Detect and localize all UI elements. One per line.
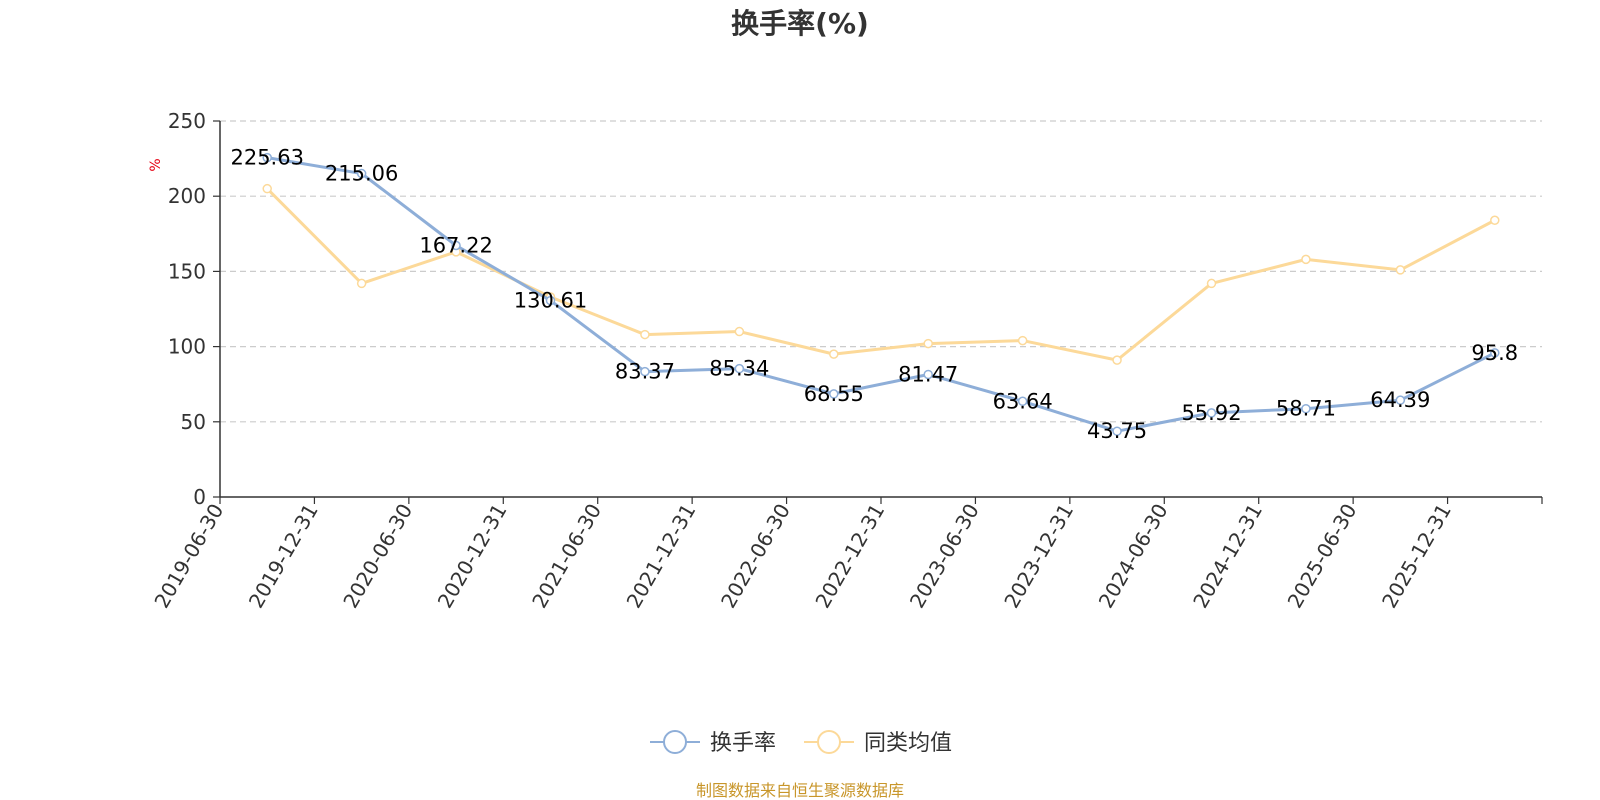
data-label: 55.92: [1181, 401, 1241, 425]
turnover-point: [262, 152, 272, 163]
x-tick-label: 2024-12-31: [1188, 500, 1267, 613]
legend-swatch-marker: [663, 730, 687, 754]
chart-title: 换手率(%): [731, 7, 869, 40]
data-label: 83.37: [615, 360, 675, 384]
legend-label: 换手率: [710, 731, 776, 756]
peer-average-point: [1112, 355, 1122, 365]
x-tick-label: 2019-06-30: [149, 500, 228, 613]
source-note: 制图数据来自恒生聚源数据库: [696, 781, 904, 800]
legend: 换手率 同类均值: [650, 730, 952, 756]
data-label: 64.39: [1370, 388, 1430, 412]
peer-average-point: [1395, 265, 1406, 275]
turnover-point: [1112, 426, 1122, 436]
x-tick-label: 2022-12-31: [810, 500, 889, 613]
x-tick-label: 2020-12-31: [433, 500, 512, 613]
legend-label: 同类均值: [864, 731, 952, 756]
x-tick-label: 2023-06-30: [905, 500, 984, 613]
peer-average-point: [640, 329, 650, 340]
turnover-point: [1206, 408, 1217, 418]
x-tick-label: 2023-12-31: [999, 500, 1078, 613]
x-tick-label: 2021-06-30: [527, 500, 606, 613]
y-tick-label: 150: [168, 259, 206, 283]
data-label: 81.47: [898, 362, 958, 386]
x-tick-label: 2021-12-31: [622, 500, 701, 613]
x-tick-label: 2025-12-31: [1377, 500, 1456, 613]
series-lines: [262, 152, 1500, 436]
turnover-point: [356, 168, 367, 179]
peer-average-point: [923, 338, 933, 349]
peer-average-point: [829, 349, 839, 359]
data-label: 130.61: [514, 289, 587, 313]
data-label: 85.34: [709, 357, 769, 381]
x-tick-label: 2020-06-30: [338, 500, 417, 613]
peer-average-point: [1301, 254, 1311, 265]
x-tick-label: 2025-06-30: [1283, 500, 1362, 613]
peer-average-point: [1490, 215, 1500, 226]
x-tick-label: 2024-06-30: [1094, 500, 1173, 613]
data-label: 95.8: [1471, 341, 1518, 365]
y-tick-label: 50: [181, 410, 206, 434]
turnover-point: [545, 295, 556, 306]
y-axis-unit: %: [148, 158, 164, 171]
turnover-point: [923, 369, 933, 380]
grid-lines: [220, 120, 1542, 423]
data-label: 43.75: [1087, 419, 1147, 443]
series-line-turnover: [266, 156, 1496, 433]
turnover-point: [1490, 348, 1500, 358]
y-tick-label: 100: [168, 335, 206, 359]
legend-item-turnover: 换手率: [650, 730, 776, 756]
data-label: 58.71: [1276, 397, 1336, 421]
peer-average-point: [262, 183, 272, 194]
peer-average-point: [1017, 335, 1028, 346]
data-label: 63.64: [993, 389, 1053, 413]
data-labels: 225.63 215.06 167.22 130.61 83.37 85.34 68.55 8…: [230, 146, 1518, 444]
turnover-point: [734, 363, 745, 374]
series-line-peer-average: [266, 187, 1496, 362]
turnover-point: [1017, 396, 1028, 407]
turnover-point: [451, 240, 461, 251]
data-label: 167.22: [419, 234, 492, 258]
data-label: 215.06: [325, 162, 398, 186]
legend-swatch-marker: [817, 730, 841, 754]
y-tick-label: 200: [168, 184, 206, 208]
peer-average-point: [734, 326, 745, 337]
turnover-point: [829, 389, 839, 399]
x-tick-label: 2019-12-31: [244, 500, 323, 613]
y-tick-label: 250: [168, 109, 206, 133]
turnover-point: [1301, 403, 1311, 414]
legend-item-peer-average: 同类均值: [804, 730, 952, 756]
data-label: 225.63: [230, 146, 303, 170]
peer-average-point: [1206, 278, 1217, 289]
turnover-point: [1395, 395, 1406, 405]
turnover-point: [640, 366, 650, 377]
peer-average-point: [356, 278, 367, 289]
y-tick-label: 0: [193, 485, 206, 509]
x-tick-label: 2022-06-30: [716, 500, 795, 613]
data-label: 68.55: [804, 382, 864, 406]
